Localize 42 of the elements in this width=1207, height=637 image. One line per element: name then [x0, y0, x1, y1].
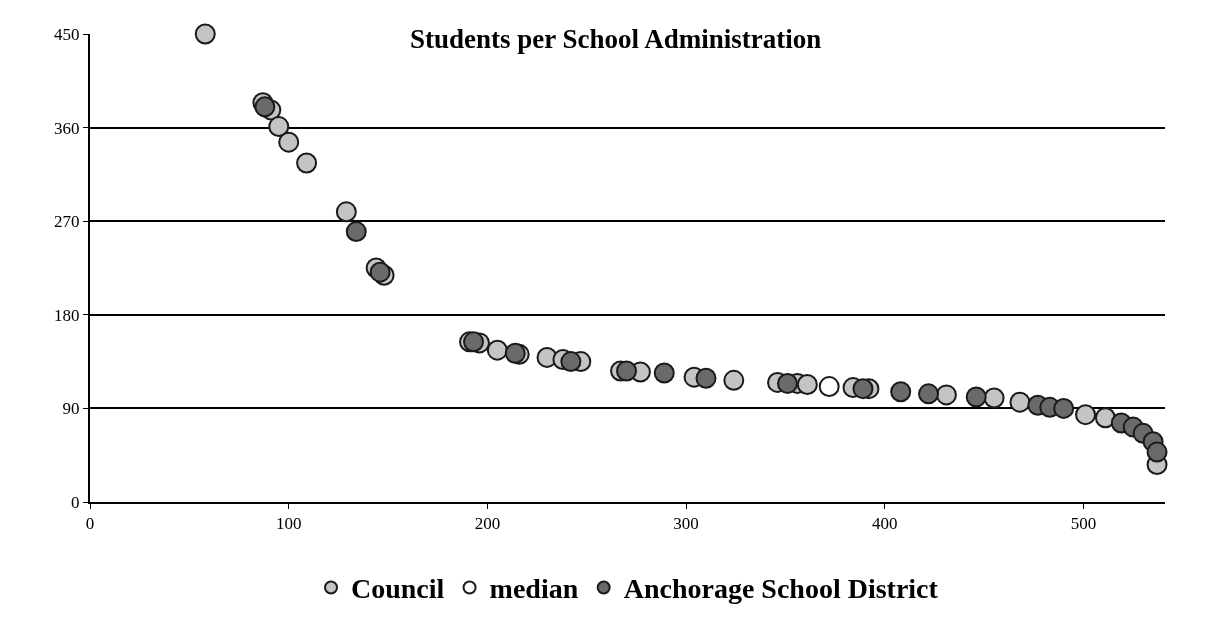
point — [1146, 441, 1168, 463]
point — [776, 372, 798, 394]
point — [935, 384, 957, 406]
point — [653, 362, 675, 384]
legend-label: median — [489, 573, 579, 605]
point — [616, 360, 638, 382]
point — [1053, 397, 1075, 419]
point — [1009, 391, 1031, 413]
x-tick-label: 500 — [1070, 514, 1097, 534]
point — [560, 351, 582, 373]
x-tick-label: 100 — [275, 514, 302, 534]
point — [890, 381, 912, 403]
legend-label: Council — [351, 573, 445, 605]
point — [723, 369, 745, 391]
point — [278, 131, 300, 153]
x-tick-label: 200 — [474, 514, 501, 534]
y-tick-label: 180 — [54, 305, 80, 325]
y-tick-label: 0 — [71, 492, 80, 512]
chart-title: Students per School Administration — [409, 23, 822, 54]
point — [1075, 404, 1097, 426]
point — [983, 387, 1005, 409]
y-tick-label: 450 — [54, 24, 80, 44]
point — [818, 376, 840, 398]
y-tick-label: 270 — [54, 212, 80, 232]
point — [486, 339, 508, 361]
x-tick-label: 400 — [872, 514, 898, 534]
y-tick-label: 90 — [62, 399, 80, 419]
point — [268, 116, 290, 138]
point — [796, 373, 818, 395]
point — [852, 378, 874, 400]
point — [345, 221, 367, 243]
legend-label: Anchorage School District — [623, 573, 939, 605]
point — [335, 201, 357, 223]
x-tick-label: 300 — [673, 514, 699, 534]
point — [296, 152, 318, 174]
y-tick-label: 360 — [54, 118, 80, 138]
point — [194, 23, 216, 45]
point — [695, 367, 717, 389]
point — [918, 383, 940, 405]
x-tick-label: 0 — [85, 514, 95, 534]
point — [1094, 407, 1116, 429]
point — [965, 386, 987, 408]
